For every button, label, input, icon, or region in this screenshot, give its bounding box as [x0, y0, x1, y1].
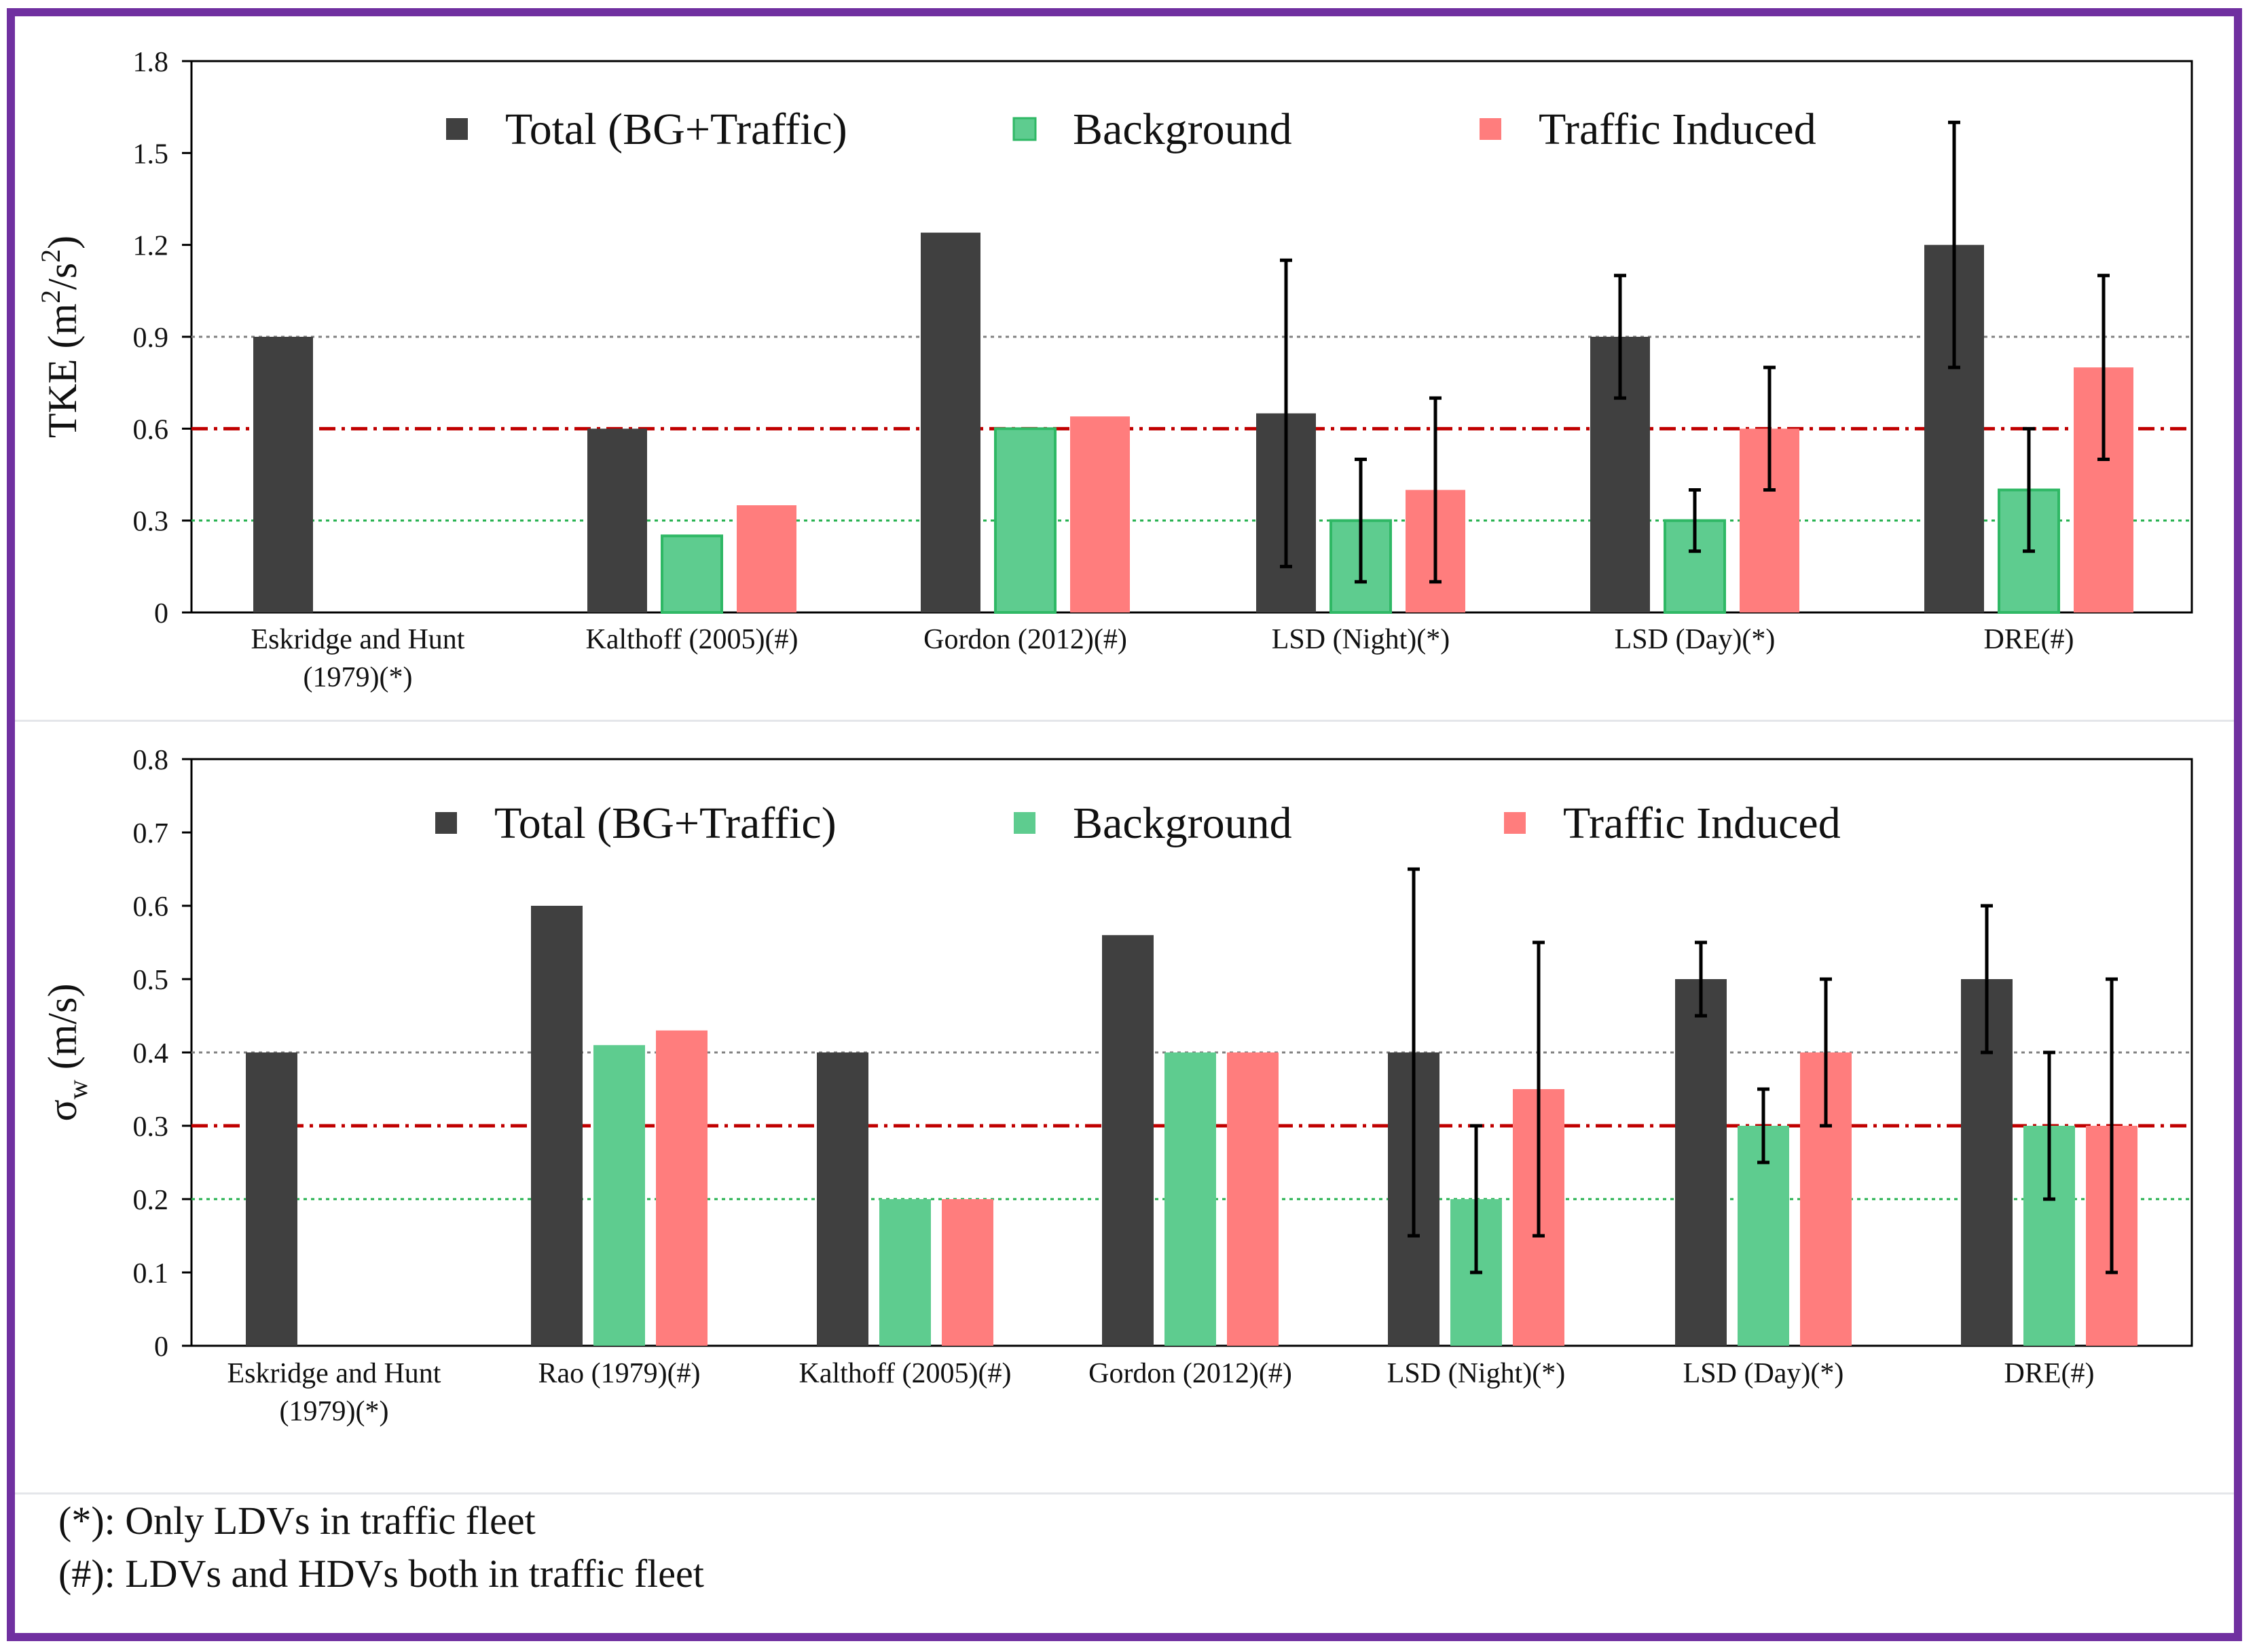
- category-label: DRE(#): [1984, 624, 2074, 655]
- bar-total: [531, 906, 583, 1346]
- figure-frame: [7, 8, 2242, 1641]
- bar-traffic: [1227, 1052, 1279, 1346]
- y-tick-label: 0.7: [133, 818, 169, 849]
- bar-total: [253, 337, 313, 612]
- category-label: LSD (Night)(*): [1387, 1358, 1565, 1389]
- category-label: Kalthoff (2005)(#): [586, 624, 799, 655]
- y-tick-label: 0.6: [133, 892, 169, 923]
- y-label-sup: 2: [35, 249, 66, 263]
- bar-total: [817, 1052, 868, 1346]
- bar-total: [1102, 935, 1154, 1346]
- bar-traffic: [656, 1030, 708, 1346]
- legend-label-background: Background: [1073, 799, 1292, 848]
- legend-swatch-traffic: [1504, 812, 1526, 834]
- y-label-sup: 2: [35, 290, 66, 304]
- y-label-part: /s: [40, 263, 85, 290]
- legend-swatch-background: [1012, 117, 1037, 141]
- y-axis-label: σw (m/s): [40, 984, 93, 1122]
- y-tick-label: 0.6: [133, 414, 169, 445]
- y-tick-label: 0: [154, 598, 168, 629]
- y-axis-label: TKE (m2/s2): [35, 236, 85, 438]
- legend-label-background: Background: [1073, 105, 1292, 154]
- footnote-ldv-hdv: (#): LDVs and HDVs both in traffic fleet: [58, 1552, 704, 1596]
- category-label: LSD (Day)(*): [1615, 624, 1776, 655]
- y-label-part: (m/s): [40, 984, 85, 1080]
- category-label: Gordon (2012)(#): [1088, 1358, 1292, 1389]
- bar-total: [246, 1052, 297, 1346]
- y-label-part: TKE (m: [40, 304, 85, 438]
- y-tick-label: 1.2: [133, 231, 169, 262]
- y-tick-label: 1.8: [133, 47, 169, 78]
- category-label: Rao (1979)(#): [538, 1358, 700, 1389]
- legend-label-total: Total (BG+Traffic): [505, 105, 847, 154]
- category-label: Eskridge and Hunt: [251, 624, 465, 655]
- bar-background: [879, 1199, 931, 1346]
- y-tick-label: 0.5: [133, 965, 169, 996]
- y-tick-label: 0.2: [133, 1185, 169, 1216]
- y-tick-label: 0: [154, 1332, 168, 1363]
- legend-label-total: Total (BG+Traffic): [494, 799, 837, 848]
- category-label: (1979)(*): [304, 662, 413, 693]
- category-label: LSD (Day)(*): [1683, 1358, 1844, 1389]
- bar-total: [1675, 979, 1727, 1346]
- category-label: (1979)(*): [280, 1396, 389, 1427]
- y-label-part: σ: [40, 1099, 85, 1121]
- y-tick-label: 0.8: [133, 745, 169, 776]
- category-label: LSD (Night)(*): [1272, 624, 1450, 655]
- category-label: Kalthoff (2005)(#): [799, 1358, 1012, 1389]
- legend-swatch-total: [446, 118, 468, 140]
- y-label-sub: w: [62, 1080, 93, 1099]
- footnote-separator: [15, 1492, 2234, 1494]
- y-tick-label: 0.9: [133, 323, 169, 354]
- bar-total: [921, 232, 980, 613]
- legend-label-traffic: Traffic Induced: [1539, 105, 1816, 154]
- sigma-w-chart: 0 0.1 0.2 0.3 0.4 0.5 0.6 0.7 0.8 σw (m/s) Eskridg…: [40, 745, 2193, 1427]
- legend-swatch-traffic: [1480, 118, 1501, 140]
- category-label: Eskridge and Hunt: [227, 1358, 441, 1389]
- footnote-ldv: (*): Only LDVs in traffic fleet: [58, 1499, 536, 1543]
- bar-background: [1164, 1052, 1216, 1346]
- bar-background: [593, 1045, 645, 1346]
- bar-traffic: [942, 1199, 993, 1346]
- bar-total: [587, 428, 647, 612]
- legend-label-traffic: Traffic Induced: [1563, 799, 1841, 848]
- panel-separator: [15, 720, 2234, 722]
- y-label-part: ): [40, 236, 85, 249]
- bar-traffic: [737, 505, 796, 612]
- y-tick-label: 1.5: [133, 139, 169, 170]
- bar-background: [994, 427, 1057, 614]
- y-tick-label: 0.1: [133, 1258, 169, 1289]
- y-tick-label: 0.3: [133, 507, 169, 538]
- legend-swatch-background: [1014, 812, 1035, 834]
- category-label: DRE(#): [2004, 1358, 2095, 1389]
- category-label: Gordon (2012)(#): [923, 624, 1127, 655]
- bar-traffic: [1070, 416, 1130, 612]
- bar-background: [661, 534, 723, 614]
- y-tick-label: 0.4: [133, 1038, 169, 1069]
- legend-swatch-total: [435, 812, 457, 834]
- y-tick-label: 0.3: [133, 1112, 169, 1143]
